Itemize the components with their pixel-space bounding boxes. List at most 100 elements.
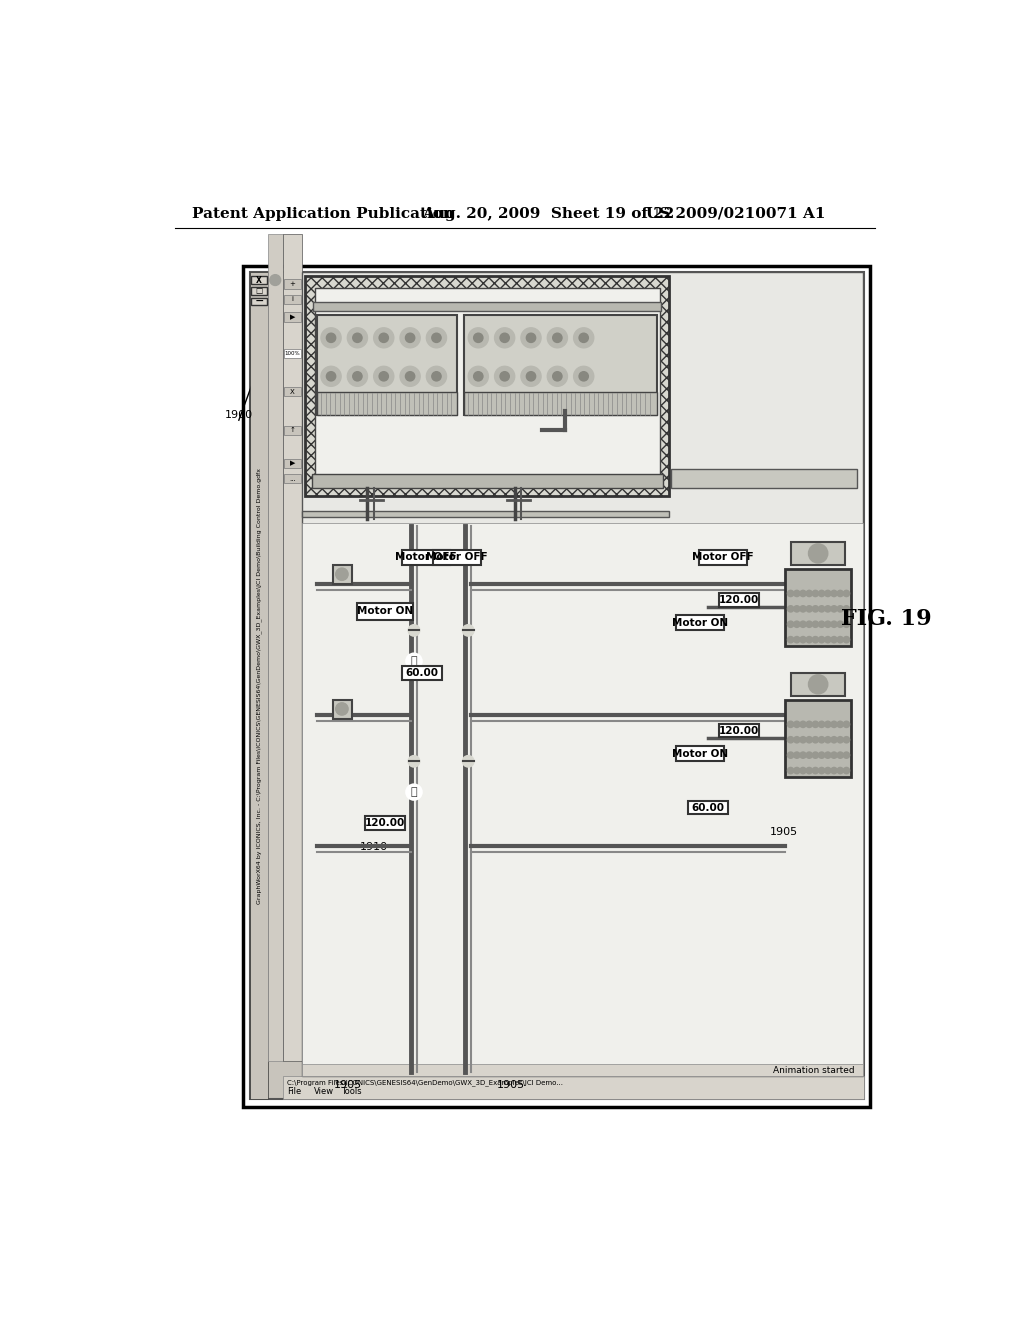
Text: Motor OFF: Motor OFF [426, 552, 487, 562]
Bar [366, 816, 406, 830]
Circle shape [500, 333, 509, 342]
Circle shape [824, 590, 831, 597]
Bar [333, 565, 352, 585]
Text: —: — [255, 297, 263, 306]
Bar [284, 459, 301, 469]
Text: 1910: 1910 [359, 842, 388, 853]
Bar [284, 313, 301, 322]
Circle shape [327, 372, 336, 381]
Text: Aug. 20, 2009  Sheet 19 of 22: Aug. 20, 2009 Sheet 19 of 22 [423, 207, 675, 220]
Circle shape [793, 590, 801, 597]
Circle shape [818, 605, 825, 612]
Circle shape [468, 327, 488, 348]
Bar [251, 276, 266, 284]
Circle shape [809, 544, 827, 562]
Circle shape [805, 767, 813, 775]
Circle shape [812, 737, 819, 743]
Text: i: i [291, 296, 293, 302]
Bar [719, 593, 759, 607]
Bar [311, 474, 663, 488]
Text: Motor OFF: Motor OFF [692, 552, 754, 562]
Circle shape [843, 737, 850, 743]
Circle shape [818, 590, 825, 597]
Circle shape [812, 751, 819, 759]
Text: C:\Program Files\ICONICS\GENESIS64\GenDemo\GWX_3D_Examples\JCI Demo...: C:\Program Files\ICONICS\GENESIS64\GenDe… [287, 1078, 563, 1086]
Circle shape [793, 751, 801, 759]
Text: ▶: ▶ [290, 461, 295, 466]
Circle shape [500, 372, 509, 381]
Circle shape [270, 275, 281, 285]
Text: Tools: Tools [341, 1088, 361, 1096]
Circle shape [830, 737, 838, 743]
Bar [317, 314, 457, 414]
Circle shape [799, 605, 807, 612]
Circle shape [793, 620, 801, 628]
Circle shape [818, 767, 825, 775]
Circle shape [799, 636, 807, 644]
Circle shape [824, 721, 831, 729]
Circle shape [818, 620, 825, 628]
Bar [314, 288, 659, 484]
Bar [464, 392, 657, 414]
Bar [785, 569, 851, 645]
Circle shape [379, 333, 388, 342]
Circle shape [799, 767, 807, 775]
Circle shape [843, 590, 850, 597]
Circle shape [573, 367, 594, 387]
Circle shape [521, 327, 541, 348]
Circle shape [579, 333, 589, 342]
Circle shape [799, 737, 807, 743]
Circle shape [837, 751, 844, 759]
Bar [671, 469, 856, 488]
Text: 1905: 1905 [497, 1080, 525, 1090]
Circle shape [824, 605, 831, 612]
Circle shape [547, 367, 567, 387]
Circle shape [526, 372, 536, 381]
Circle shape [352, 333, 362, 342]
Circle shape [805, 620, 813, 628]
Text: Ⓞ: Ⓞ [411, 787, 418, 797]
Circle shape [432, 372, 441, 381]
Circle shape [830, 721, 838, 729]
Bar [464, 314, 657, 414]
Circle shape [812, 620, 819, 628]
Circle shape [824, 620, 831, 628]
Circle shape [812, 590, 819, 597]
Bar [302, 523, 862, 1076]
Circle shape [824, 737, 831, 743]
Circle shape [374, 327, 394, 348]
Bar [401, 665, 442, 680]
Bar [687, 800, 728, 814]
Bar [284, 387, 301, 396]
Bar [267, 234, 283, 1061]
Circle shape [830, 636, 838, 644]
Circle shape [579, 372, 589, 381]
Circle shape [786, 636, 795, 644]
Circle shape [521, 367, 541, 387]
Bar [302, 511, 669, 517]
Text: US 2009/0210071 A1: US 2009/0210071 A1 [646, 207, 825, 220]
Circle shape [818, 721, 825, 729]
Text: □: □ [255, 286, 262, 296]
Circle shape [843, 767, 850, 775]
Circle shape [526, 333, 536, 342]
Circle shape [793, 737, 801, 743]
Circle shape [837, 737, 844, 743]
Bar [302, 1064, 862, 1076]
Bar [284, 474, 301, 483]
Circle shape [495, 367, 515, 387]
Text: FIG. 19: FIG. 19 [841, 609, 931, 630]
Circle shape [347, 367, 368, 387]
Text: View: View [314, 1088, 334, 1096]
Circle shape [830, 767, 838, 775]
Circle shape [786, 751, 795, 759]
Bar [284, 425, 301, 434]
Bar [313, 302, 662, 312]
Circle shape [830, 590, 838, 597]
Circle shape [409, 626, 420, 636]
Text: 120.00: 120.00 [719, 594, 759, 605]
Text: Patent Application Publication: Patent Application Publication [191, 207, 454, 220]
Text: 1905: 1905 [770, 826, 798, 837]
Circle shape [818, 636, 825, 644]
Bar [317, 392, 457, 414]
